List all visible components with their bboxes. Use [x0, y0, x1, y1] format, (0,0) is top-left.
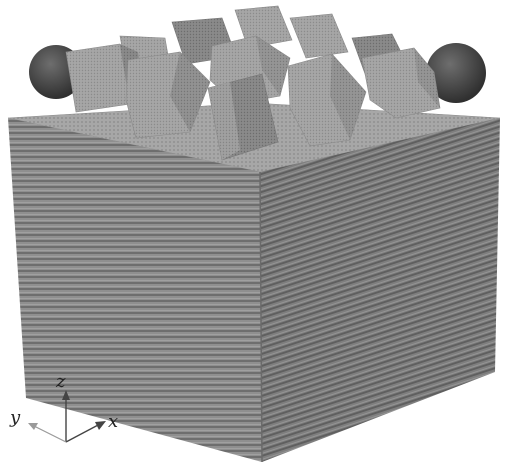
x-axis-line — [65, 423, 101, 443]
cube-center-left-shade — [170, 52, 210, 132]
cube-back-4 — [289, 13, 349, 59]
cube-right-shade — [414, 48, 440, 108]
sphere-right — [426, 43, 486, 103]
y-axis-line — [33, 425, 67, 443]
x-axis-arrow — [95, 421, 106, 430]
substrate-slab — [7, 102, 501, 463]
cube-left — [65, 43, 131, 113]
z-axis-arrow — [62, 390, 70, 400]
y-axis-label: y — [9, 407, 21, 428]
nanoparticle-cluster — [65, 5, 441, 161]
axes-indicator: z x y — [9, 371, 118, 443]
cube-center-top-shade — [256, 36, 290, 96]
x-axis-label: x — [108, 411, 118, 432]
slab-side-face — [260, 118, 500, 462]
y-axis-arrow — [28, 423, 38, 430]
cube-center-right-shade — [330, 54, 366, 140]
cube-front-center-face — [208, 82, 240, 160]
z-axis-label: z — [55, 371, 66, 392]
slab-front-face — [8, 118, 262, 462]
